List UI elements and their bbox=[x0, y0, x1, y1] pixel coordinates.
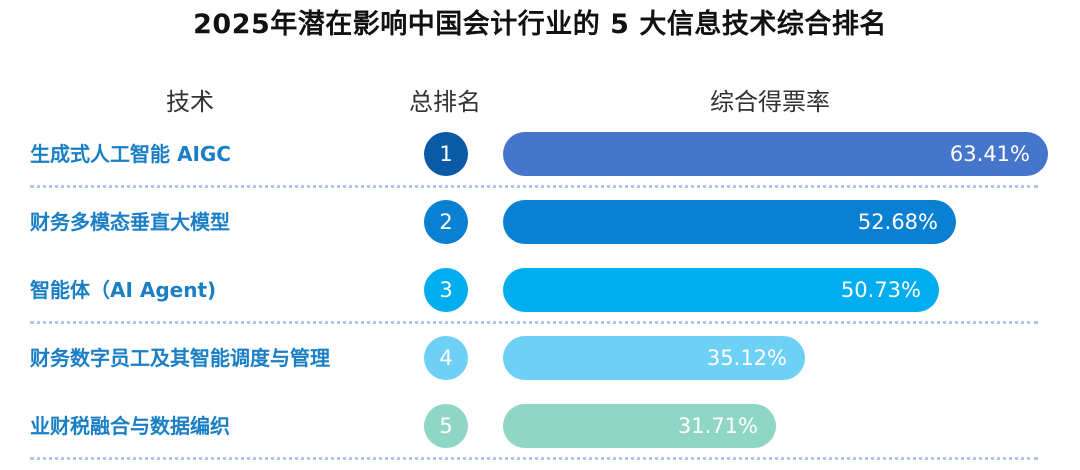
rank-badge: 1 bbox=[424, 132, 468, 176]
technology-label: 业财税融合与数据编织 bbox=[30, 414, 230, 438]
row-divider bbox=[30, 457, 1038, 460]
rank-badge: 2 bbox=[424, 200, 468, 244]
technology-label: 财务数字员工及其智能调度与管理 bbox=[30, 346, 330, 370]
row-divider bbox=[30, 321, 1038, 324]
header-technology: 技术 bbox=[166, 88, 214, 116]
chart-row: 财务数字员工及其智能调度与管理 4 35.12% bbox=[0, 336, 1080, 402]
header-rank: 总排名 bbox=[409, 88, 481, 116]
vote-rate-bar: 35.12% bbox=[503, 336, 805, 380]
chart-row: 智能体（AI Agent) 3 50.73% bbox=[0, 268, 1080, 334]
rank-badge: 5 bbox=[424, 404, 468, 448]
chart-row: 生成式人工智能 AIGC 1 63.41% bbox=[0, 132, 1080, 198]
row-divider bbox=[30, 185, 1038, 188]
vote-rate-bar: 50.73% bbox=[503, 268, 939, 312]
technology-label: 财务多模态垂直大模型 bbox=[30, 210, 230, 234]
chart-row: 财务多模态垂直大模型 2 52.68% bbox=[0, 200, 1080, 266]
technology-label: 生成式人工智能 AIGC bbox=[30, 142, 231, 166]
vote-rate-bar: 52.68% bbox=[503, 200, 956, 244]
vote-rate-bar: 63.41% bbox=[503, 132, 1048, 176]
chart-title: 2025年潜在影响中国会计行业的 5 大信息技术综合排名 bbox=[193, 9, 887, 40]
header-vote-rate: 综合得票率 bbox=[710, 88, 830, 116]
rank-badge: 3 bbox=[424, 268, 468, 312]
rank-badge: 4 bbox=[424, 336, 468, 380]
chart-row: 业财税融合与数据编织 5 31.71% bbox=[0, 404, 1080, 470]
technology-label: 智能体（AI Agent) bbox=[30, 278, 217, 302]
vote-rate-bar: 31.71% bbox=[503, 404, 776, 448]
